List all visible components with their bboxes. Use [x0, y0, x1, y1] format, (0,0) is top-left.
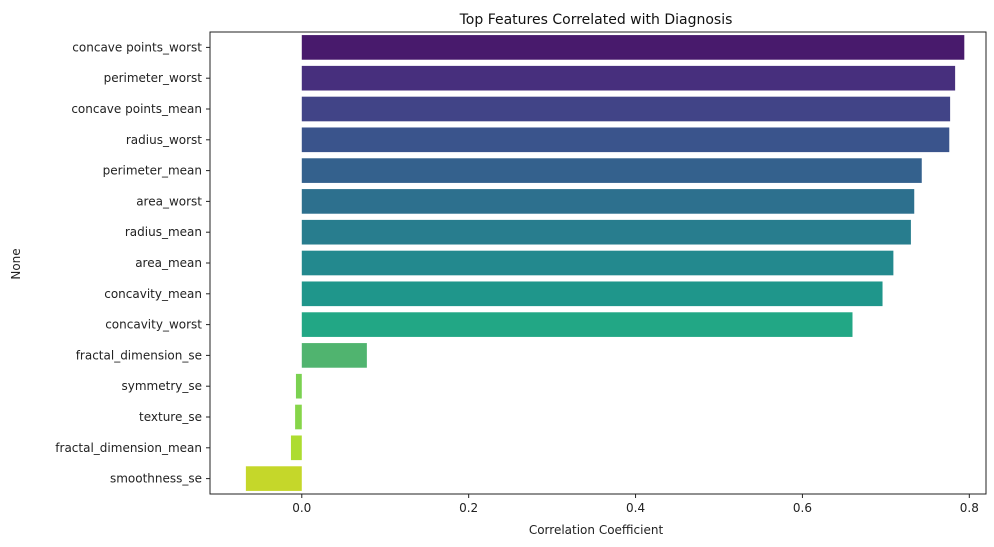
plot-frame: [209, 31, 987, 495]
bar: [301, 35, 965, 60]
y-tick-label: smoothness_se: [110, 472, 202, 486]
x-tick-label: 0.2: [459, 501, 478, 515]
bar: [301, 65, 956, 91]
x-tick-label: 0.4: [626, 501, 645, 515]
bars-group: [245, 35, 965, 491]
chart-title: Top Features Correlated with Diagnosis: [459, 12, 733, 28]
y-tick-label: radius_worst: [126, 133, 202, 147]
y-axis-title: None: [9, 248, 23, 279]
bar: [301, 219, 911, 245]
y-tick-label: perimeter_mean: [103, 164, 202, 178]
y-tick-label: concavity_mean: [104, 287, 202, 301]
y-tick-label: perimeter_worst: [104, 71, 203, 85]
bar: [295, 373, 302, 399]
x-tick-label: 0.0: [292, 501, 311, 515]
bar: [301, 189, 915, 214]
bar: [301, 127, 950, 153]
bar: [290, 435, 302, 461]
x-axis-ticks: 0.0 0.2 0.4 0.6 0.8: [292, 494, 979, 515]
x-tick-label: 0.6: [793, 501, 812, 515]
bar: [295, 404, 302, 430]
x-tick-label: 0.8: [960, 501, 979, 515]
bar: [301, 96, 951, 122]
y-axis-ticks: concave points_worst perimeter_worstconca…: [55, 40, 210, 486]
y-tick-label: concave points_worst: [72, 40, 202, 54]
y-tick-label: texture_se: [139, 410, 202, 424]
x-axis-title: Correlation Coefficient: [529, 523, 664, 537]
bar: [301, 250, 894, 276]
y-tick-label: fractal_dimension_mean: [55, 441, 202, 455]
y-tick-label: symmetry_se: [122, 379, 203, 393]
y-tick-label: fractal_dimension_se: [76, 348, 202, 362]
bar: [301, 158, 922, 183]
bar: [301, 312, 853, 337]
y-tick-label: area_mean: [135, 256, 202, 270]
y-tick-label: concave points_mean: [71, 102, 202, 116]
y-tick-label: concavity_worst: [105, 318, 202, 332]
bar: [301, 281, 883, 307]
y-tick-label: radius_mean: [125, 225, 202, 239]
bar: [301, 343, 367, 368]
y-tick-label: area_worst: [136, 194, 202, 208]
bar: [245, 466, 302, 491]
